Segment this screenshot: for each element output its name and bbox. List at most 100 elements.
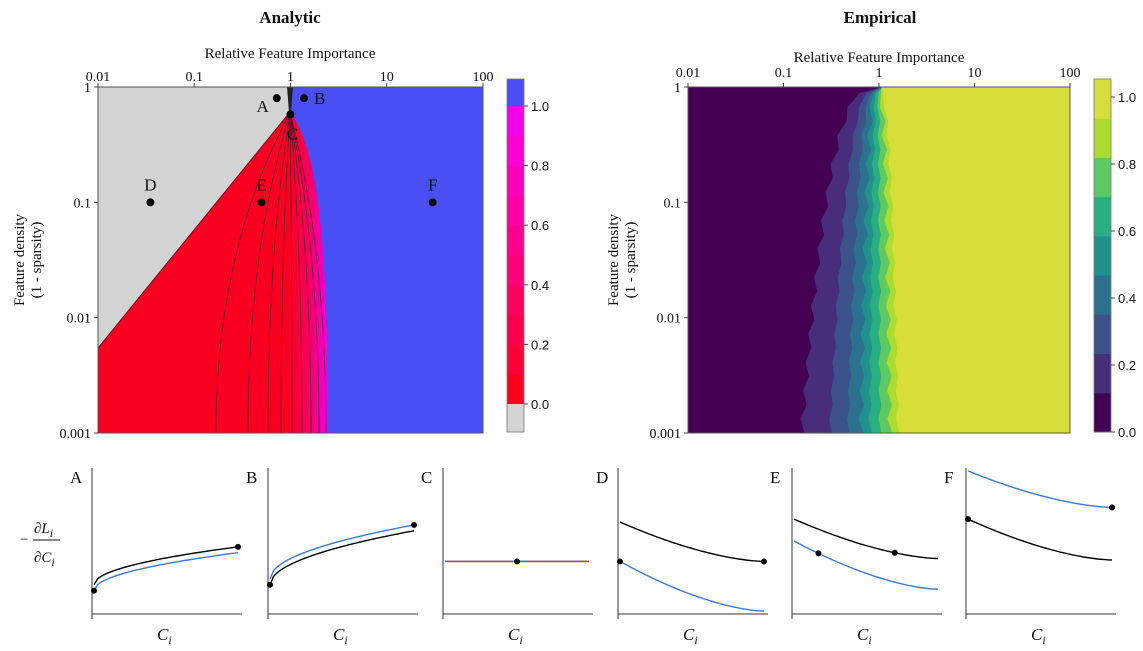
- empirical-colorbar-frame: [1093, 78, 1112, 433]
- y-tick-label: 0.1: [74, 196, 92, 211]
- analytic-contour-line: [289, 111, 303, 433]
- analytic-magenta-region: [290, 112, 328, 433]
- analytic-colorbar-tick-label: 0.8: [531, 159, 549, 174]
- panel-blue-line: [269, 524, 415, 580]
- panel-label: F: [944, 468, 953, 487]
- analytic-colorbar-band: [507, 225, 524, 256]
- analytic-point-a: [272, 94, 281, 103]
- analytic-contour-line: [280, 111, 291, 433]
- analytic-contour-line: [289, 111, 293, 433]
- analytic-contour-line: [289, 111, 320, 433]
- panel-blue-line: [93, 552, 239, 591]
- empirical-colorbar-ticks: 0.0 0.2 0.4 0.6 0.8 1.0: [1111, 90, 1136, 440]
- derivative-panel-c: C Ci: [421, 468, 593, 647]
- empirical-colorbar-band: [1094, 157, 1111, 198]
- analytic-colorbar-band: [507, 374, 524, 405]
- panel-black-line: [793, 518, 939, 560]
- analytic-contours: [215, 111, 327, 433]
- empirical-colorbar-tick-label: 1.0: [1118, 90, 1136, 105]
- analytic-xlabel: Relative Feature Importance: [205, 46, 376, 62]
- empirical-colorbar-band: [1094, 353, 1111, 394]
- panel-label: C: [421, 468, 432, 487]
- empirical-ylabel-line1: Feature density: [606, 213, 622, 306]
- panel-dot: [761, 558, 767, 565]
- analytic-colorbar-band: [507, 314, 524, 345]
- analytic-contour-line: [267, 111, 291, 433]
- y-tick-label: 0.01: [67, 312, 92, 327]
- empirical-colorbar-tick-label: 0.6: [1118, 224, 1136, 239]
- analytic-colorbar-ticks: 0.0 0.2 0.4 0.6 0.8 1.0: [524, 99, 549, 412]
- empirical-colorbar-tick-label: 0.2: [1118, 358, 1136, 373]
- analytic-colorbar-tick-label: 0.6: [531, 218, 549, 233]
- panel-dot: [1109, 504, 1115, 511]
- analytic-blue-region: [290, 87, 483, 433]
- analytic-contour-line: [247, 111, 291, 433]
- x-tick-label: 10: [968, 66, 982, 81]
- empirical-colorbar-band: [1094, 235, 1111, 276]
- analytic-colorbar-tick-label: 0.4: [531, 278, 549, 293]
- panel-x-label: Ci: [683, 625, 698, 646]
- derivative-panel-b: B Ci: [246, 468, 418, 647]
- empirical-axes: 0.01 0.1 1 10 100 0.001 0.01 0.1 1: [650, 66, 1081, 442]
- analytic-colorbar-low-extension: [507, 404, 524, 432]
- derivative-ylabel-numerator: ∂Li: [34, 521, 53, 540]
- analytic-point-b: [299, 94, 308, 103]
- empirical-colorbar-band: [1094, 392, 1111, 433]
- analytic-point-label: B: [314, 89, 325, 108]
- empirical-colorbar-tick-label: 0.8: [1118, 157, 1136, 172]
- analytic-red-region: [98, 112, 290, 433]
- panel-dot: [514, 558, 520, 565]
- analytic-title: Analytic: [259, 8, 321, 27]
- empirical-colorbar-band: [1094, 79, 1111, 119]
- analytic-colorbar-band: [507, 195, 524, 226]
- panel-black-line: [967, 518, 1113, 561]
- empirical-colorbar-tick-label: 0.4: [1118, 291, 1136, 306]
- analytic-point-e: [257, 198, 266, 207]
- x-tick-label: 0.01: [676, 66, 701, 81]
- panel-dot: [891, 549, 898, 556]
- analytic-colorbar-band: [507, 255, 524, 286]
- analytic-contour-line: [289, 111, 312, 433]
- derivative-ylabel-minus: −: [20, 532, 28, 548]
- analytic-colorbar-band: [507, 284, 524, 316]
- y-tick-label: 0.001: [650, 427, 682, 442]
- analytic-point-label: F: [428, 175, 437, 194]
- analytic-point-label: A: [256, 97, 269, 116]
- empirical-title: Empirical: [844, 8, 917, 27]
- panel-dot: [411, 521, 417, 528]
- panel-label: B: [246, 468, 257, 487]
- analytic-axes: 0.01 0.1 1 10 100 0.001 0.01 0.1 1: [60, 70, 494, 442]
- x-tick-label: 1: [287, 70, 294, 85]
- panel-black-line: [619, 521, 765, 563]
- panel-blue-line: [619, 560, 765, 612]
- x-tick-label: 0.01: [86, 70, 111, 85]
- analytic-point-c: [286, 110, 295, 119]
- derivative-panels: A Ci B Ci C Ci D Ci E Ci F Ci: [70, 468, 1116, 647]
- x-tick-label: 0.1: [775, 66, 793, 81]
- panel-black-line: [269, 530, 415, 586]
- derivative-panel-d: D Ci: [596, 468, 768, 647]
- empirical-xlabel: Relative Feature Importance: [794, 50, 965, 66]
- panel-label: D: [596, 468, 608, 487]
- empirical-level-band: [882, 87, 1070, 433]
- derivative-panel-a: A Ci: [70, 468, 242, 647]
- analytic-contour-line: [215, 111, 291, 433]
- analytic-colorbar-frame: [506, 78, 525, 433]
- analytic-regions: [98, 87, 483, 433]
- y-tick-label: 0.1: [664, 196, 682, 211]
- empirical-colorbar-band: [1094, 118, 1111, 158]
- y-tick-label: 0.001: [60, 427, 92, 442]
- analytic-colorbar-bands: [507, 106, 524, 405]
- panel-dot: [815, 550, 822, 557]
- analytic-point-f: [428, 198, 437, 207]
- panel-blue-line: [967, 470, 1113, 509]
- analytic-colorbar-band: [507, 165, 524, 196]
- derivative-panel-e: E Ci: [770, 468, 942, 647]
- y-tick-label: 0.01: [657, 312, 682, 327]
- panel-x-label: Ci: [1031, 625, 1046, 646]
- derivative-panel-f: F Ci: [944, 468, 1116, 647]
- x-tick-label: 100: [1060, 66, 1081, 81]
- panel-black-line: [93, 546, 239, 586]
- panel-dot: [235, 543, 241, 550]
